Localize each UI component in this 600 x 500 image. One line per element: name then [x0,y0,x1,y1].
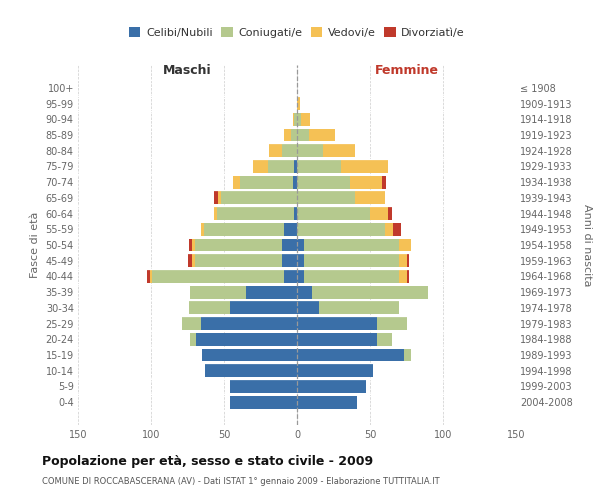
Bar [385,223,394,235]
Bar [297,302,319,314]
Bar [297,364,373,377]
Bar [283,144,297,157]
Bar [146,270,149,283]
Bar [350,176,382,188]
Bar [240,176,293,188]
Bar [404,348,411,362]
Bar [308,128,335,141]
Bar [246,286,297,298]
Y-axis label: Anni di nascita: Anni di nascita [583,204,592,286]
Bar [269,144,283,157]
Bar [297,160,341,173]
Bar [294,160,297,173]
Bar [230,396,297,408]
Bar [149,270,152,283]
Bar [304,270,399,283]
Bar [253,160,268,173]
Bar [355,192,385,204]
Bar [297,223,385,235]
Bar [399,270,407,283]
Bar [311,286,428,298]
Bar [217,207,294,220]
Bar [297,113,301,126]
Bar [221,192,297,204]
Bar [200,317,297,330]
Bar [297,238,304,252]
Bar [297,317,377,330]
Bar [297,270,304,283]
Bar [297,144,323,157]
Bar [190,286,246,298]
Bar [297,97,300,110]
Bar [382,176,386,188]
Bar [152,270,284,283]
Bar [182,317,200,330]
Bar [283,254,297,267]
Bar [297,207,370,220]
Bar [301,113,310,126]
Bar [297,254,304,267]
Bar [341,160,388,173]
Bar [284,223,297,235]
Bar [399,238,411,252]
Bar [195,238,283,252]
Bar [203,223,284,235]
Bar [268,160,294,173]
Bar [304,254,399,267]
Bar [202,348,297,362]
Bar [218,192,221,204]
Text: COMUNE DI ROCCABASCERANA (AV) - Dati ISTAT 1° gennaio 2009 - Elaborazione TUTTIT: COMUNE DI ROCCABASCERANA (AV) - Dati IST… [42,478,440,486]
Bar [283,238,297,252]
Bar [407,254,409,267]
Bar [187,254,192,267]
Bar [195,254,283,267]
Bar [377,317,407,330]
Bar [196,333,297,346]
Bar [284,128,291,141]
Bar [233,176,240,188]
Bar [214,192,218,204]
Text: Maschi: Maschi [163,64,212,77]
Bar [291,128,297,141]
Bar [297,348,404,362]
Bar [192,238,195,252]
Bar [319,302,399,314]
Bar [205,364,297,377]
Bar [323,144,355,157]
Bar [377,333,392,346]
Bar [192,254,195,267]
Bar [407,270,409,283]
Bar [293,113,294,126]
Y-axis label: Fasce di età: Fasce di età [30,212,40,278]
Bar [189,238,192,252]
Bar [297,396,357,408]
Bar [297,176,350,188]
Legend: Celibi/Nubili, Coniugati/e, Vedovi/e, Divorziatì/e: Celibi/Nubili, Coniugati/e, Vedovi/e, Di… [129,28,465,38]
Bar [294,113,297,126]
Bar [304,238,399,252]
Bar [297,333,377,346]
Bar [293,176,297,188]
Text: Popolazione per età, sesso e stato civile - 2009: Popolazione per età, sesso e stato civil… [42,455,373,468]
Bar [200,223,203,235]
Bar [394,223,401,235]
Bar [189,302,230,314]
Bar [284,270,297,283]
Bar [399,254,407,267]
Bar [294,207,297,220]
Bar [297,192,355,204]
Bar [230,380,297,393]
Bar [297,380,365,393]
Bar [230,302,297,314]
Bar [214,207,217,220]
Bar [190,333,196,346]
Bar [297,128,308,141]
Bar [297,286,311,298]
Text: Femmine: Femmine [374,64,439,77]
Bar [370,207,388,220]
Bar [388,207,392,220]
